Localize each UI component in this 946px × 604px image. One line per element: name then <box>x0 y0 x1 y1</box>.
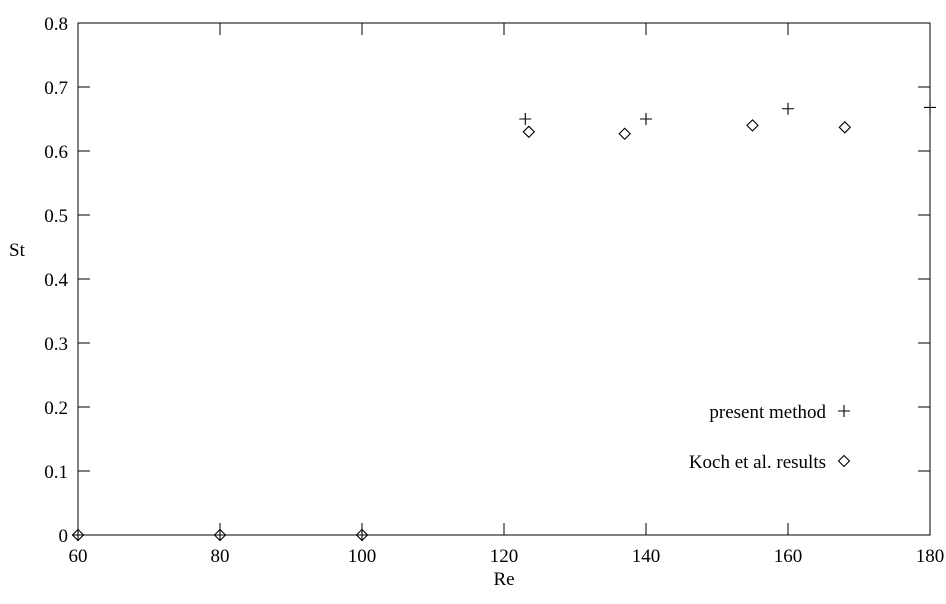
y-axis-label: St <box>9 240 26 261</box>
series-koch-et-al <box>71 119 852 542</box>
x-tick-label: 80 <box>211 546 230 567</box>
data-point-diamond <box>618 127 631 140</box>
y-tick-label: 0.2 <box>44 398 68 419</box>
y-tick-label: 0.8 <box>44 14 68 35</box>
data-point-plus <box>640 113 652 125</box>
x-tick-label: 140 <box>632 546 661 567</box>
data-point-plus <box>782 102 794 115</box>
y-tick-label: 0.5 <box>44 206 68 227</box>
y-tick-label: 0.6 <box>44 142 68 163</box>
data-point-plus <box>924 101 936 114</box>
data-point-plus <box>519 113 532 125</box>
data-point-diamond <box>355 528 369 542</box>
legend-label: present method <box>709 402 826 423</box>
data-point-diamond <box>71 528 85 542</box>
data-point-plus <box>356 529 368 541</box>
y-tick-label: 0 <box>59 526 69 547</box>
x-tick-label: 100 <box>348 546 377 567</box>
y-tick-label: 0.7 <box>44 78 68 99</box>
legend-label: Koch et al. results <box>689 452 826 473</box>
x-tick-label: 180 <box>916 546 945 567</box>
y-tick-label: 0.3 <box>44 334 68 355</box>
axis-ticks <box>77 22 931 536</box>
x-tick-label: 160 <box>774 546 803 567</box>
legend: present method Koch et al. results <box>689 402 851 473</box>
data-point-diamond <box>522 125 536 139</box>
data-point-plus <box>72 529 84 541</box>
x-tick-label: 60 <box>69 546 88 567</box>
axis-tick-labels: 60 80 100 120 140 160 180 0 0.1 0.2 0.3 0.4 0.5 0.6 0.… <box>44 14 944 567</box>
data-marks <box>71 101 936 542</box>
data-point-diamond <box>213 528 227 542</box>
data-point-plus <box>214 529 226 541</box>
series-present-method <box>72 101 936 541</box>
x-axis-label: Re <box>493 569 514 590</box>
data-point-diamond <box>838 121 852 134</box>
legend-marker-diamond <box>837 454 851 468</box>
legend-marker-plus <box>838 405 850 417</box>
y-tick-label: 0.4 <box>44 270 68 291</box>
data-point-diamond <box>746 119 759 132</box>
y-tick-label: 0.1 <box>44 462 68 483</box>
x-tick-label: 120 <box>490 546 519 567</box>
